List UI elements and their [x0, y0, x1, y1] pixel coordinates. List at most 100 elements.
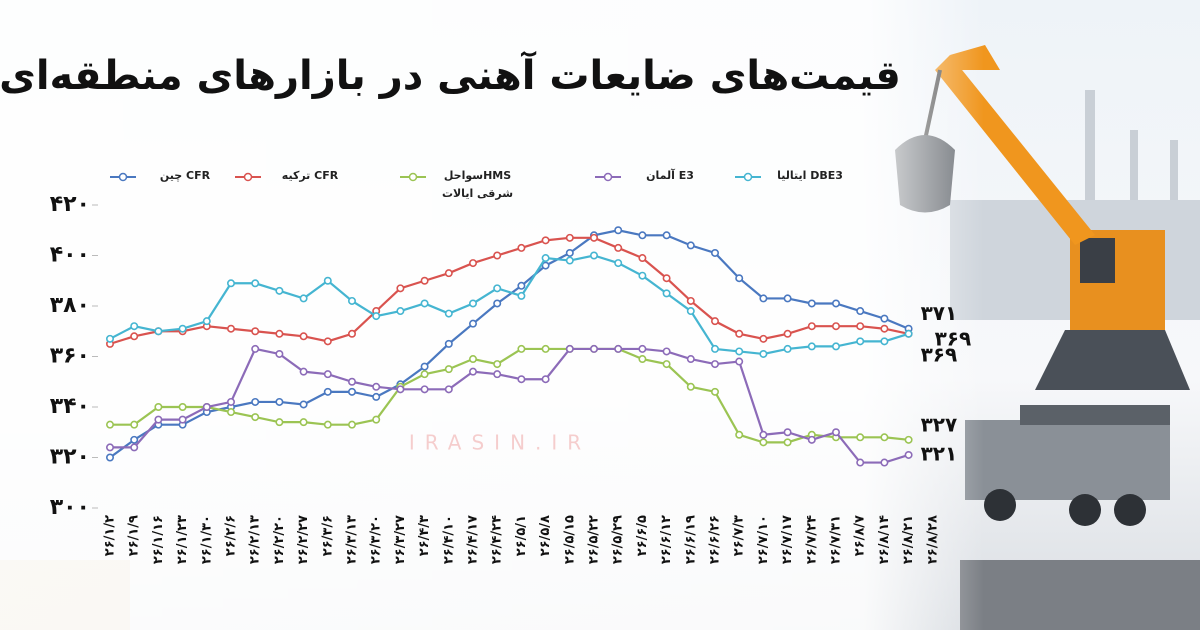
y-tick-label: ۳۰۰ — [50, 495, 90, 520]
point — [686, 241, 695, 250]
point — [710, 344, 719, 353]
x-tick-label: ۲۶/۵/۱۵ — [562, 515, 577, 564]
chart-title: قیمت‌های ضایعات آهنی در بازارهای منطقه‌ا… — [0, 50, 901, 99]
legend-label: DBE3 ایتالیا — [777, 169, 843, 182]
point — [831, 299, 840, 308]
point — [783, 294, 792, 303]
point — [662, 347, 671, 356]
point — [759, 430, 768, 439]
x-tick-label: ۲۶/۶/۲۶ — [708, 515, 723, 564]
legend-label: CFR ترکیه — [281, 169, 339, 182]
point — [106, 420, 115, 429]
x-tick-label: ۲۶/۸/۱۴ — [877, 515, 892, 564]
legend-item: E3 آلمان — [595, 169, 694, 182]
point — [904, 329, 913, 338]
value-label: ۳۷۱ — [921, 301, 958, 325]
point — [565, 344, 574, 353]
x-tick-label: ۲۶/۸/۲۸ — [925, 515, 940, 564]
point — [565, 248, 574, 257]
point — [227, 279, 236, 288]
point — [468, 299, 477, 308]
point — [880, 314, 889, 323]
point — [202, 402, 211, 411]
point — [541, 344, 550, 353]
point — [347, 420, 356, 429]
point — [202, 317, 211, 326]
x-tick-label: ۲۶/۷/۱۰ — [756, 515, 771, 564]
point — [759, 349, 768, 358]
y-tick-label: ۳۶۰ — [50, 344, 90, 369]
series-line — [110, 347, 909, 464]
point — [831, 322, 840, 331]
point — [541, 375, 550, 384]
point — [154, 402, 163, 411]
point — [880, 324, 889, 333]
point — [493, 284, 502, 293]
y-tick-label: ۳۴۰ — [50, 394, 90, 419]
x-tick-label: ۲۶/۶/۱۹ — [683, 515, 698, 564]
point — [614, 259, 623, 268]
point — [275, 349, 284, 358]
point — [880, 458, 889, 467]
point — [614, 344, 623, 353]
point — [493, 370, 502, 379]
point — [178, 402, 187, 411]
x-tick-label: ۲۶/۶/۵ — [635, 515, 650, 556]
point — [686, 296, 695, 305]
point — [517, 375, 526, 384]
legend-marker — [408, 172, 418, 182]
point — [444, 309, 453, 318]
point — [735, 329, 744, 338]
point — [347, 387, 356, 396]
point — [444, 385, 453, 394]
legend-label-box: DBE3 ایتالیا — [777, 169, 843, 182]
point — [662, 289, 671, 298]
series-line — [109, 229, 910, 459]
point — [783, 438, 792, 447]
point — [517, 281, 526, 290]
legend-label: HMSسواحل شرقی ایالات متحده — [441, 169, 514, 207]
legend-label: E3 آلمان — [646, 169, 694, 182]
point — [468, 355, 477, 364]
point — [807, 342, 816, 351]
x-tick-label: ۲۶/۲/۶ — [224, 515, 239, 556]
point — [541, 254, 550, 263]
point — [783, 344, 792, 353]
point — [323, 370, 332, 379]
legend-label-box: CFR ترکیه — [281, 169, 339, 182]
point — [106, 453, 115, 462]
point — [759, 438, 768, 447]
point — [154, 327, 163, 336]
point — [372, 382, 381, 391]
point — [807, 322, 816, 331]
legend-item: CFR چین — [110, 169, 210, 182]
x-tick-label: ۲۶/۳/۱۳ — [345, 515, 360, 564]
point — [275, 418, 284, 427]
x-tick-label: ۲۶/۸/۲۱ — [901, 515, 916, 564]
legend-marker — [743, 172, 753, 182]
point — [904, 450, 913, 459]
point — [372, 312, 381, 321]
x-tick-label: ۲۶/۷/۳ — [732, 515, 747, 556]
point — [420, 385, 429, 394]
point — [420, 362, 429, 371]
x-tick-label: ۲۶/۳/۲۷ — [393, 515, 408, 564]
legend-marker — [243, 172, 253, 182]
point — [299, 418, 308, 427]
point — [130, 443, 139, 452]
point — [251, 344, 260, 353]
point — [710, 317, 719, 326]
point — [807, 435, 816, 444]
point — [880, 433, 889, 442]
legend-label-box: HMSسواحل شرقی ایالات متحده — [441, 169, 514, 207]
point — [275, 329, 284, 338]
point — [251, 327, 260, 336]
point — [759, 294, 768, 303]
point — [323, 276, 332, 285]
point — [347, 329, 356, 338]
legend-marker — [118, 172, 128, 182]
x-tick-label: ۲۶/۸/۷ — [853, 515, 868, 556]
